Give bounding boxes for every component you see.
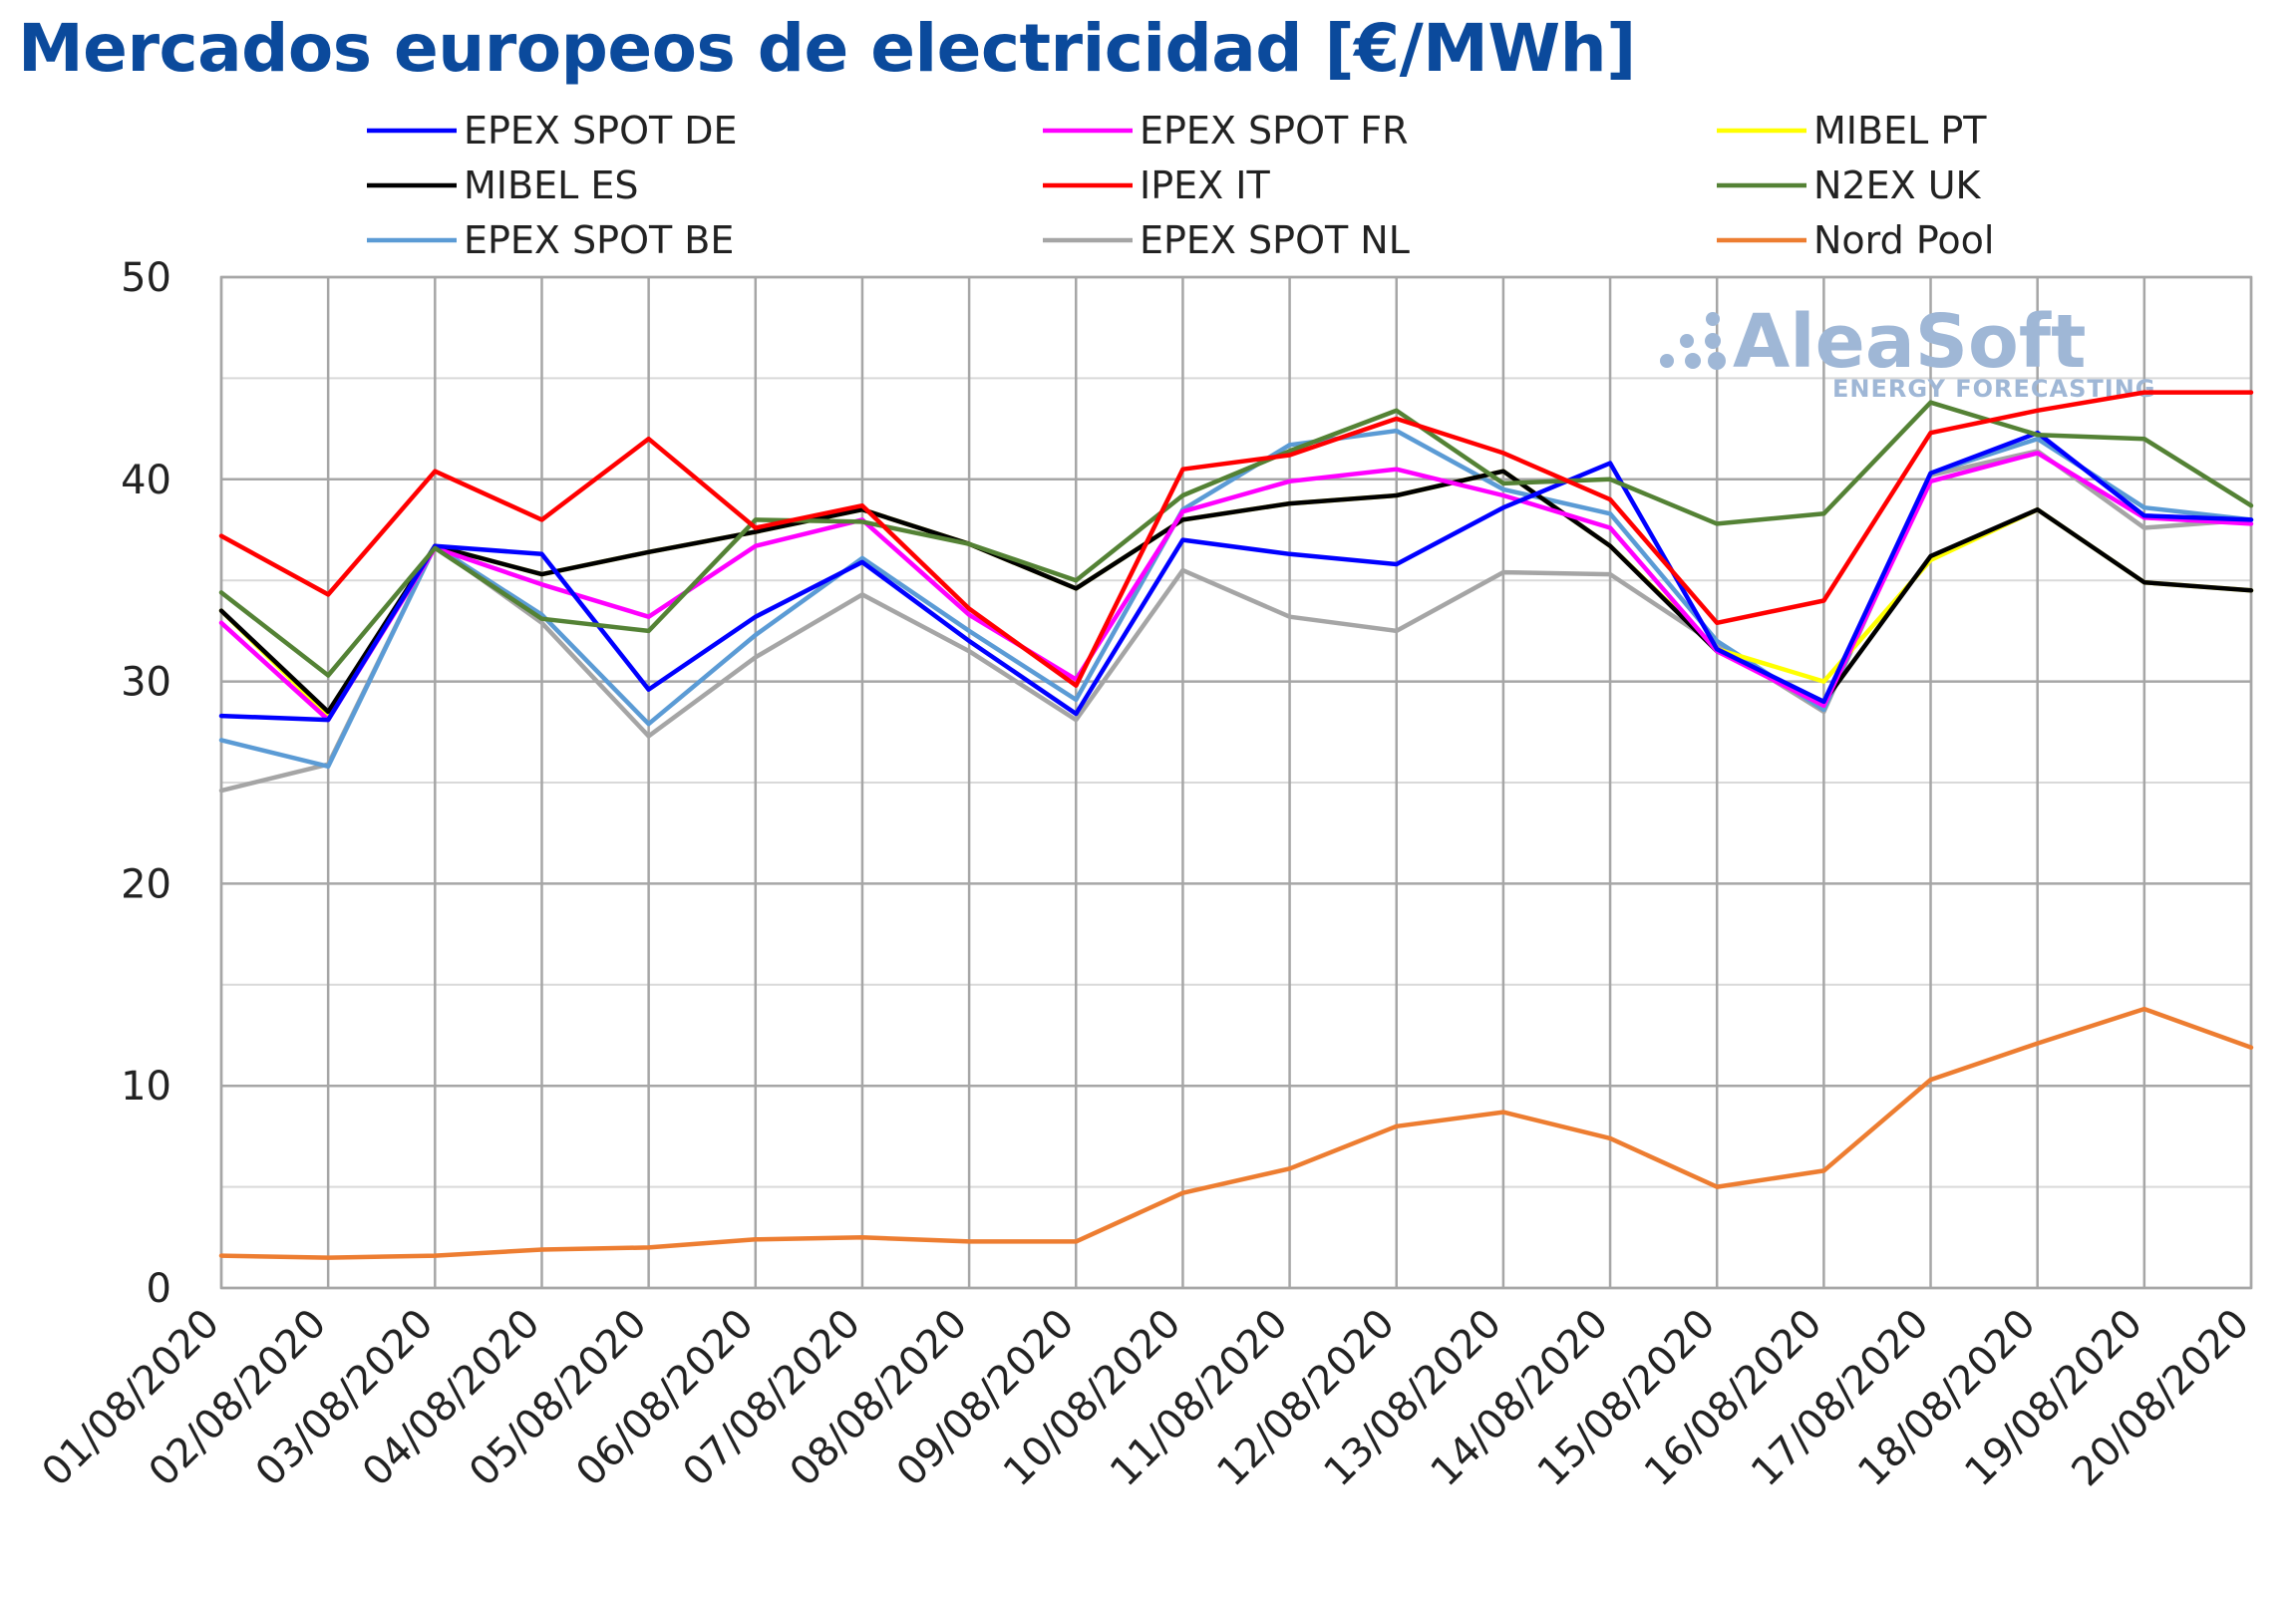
y-axis-ticks: 0 10 20 30 40 50 [121, 255, 171, 1312]
logo-dot [1680, 334, 1694, 348]
legend-label-epex-spot-de: EPEX SPOT DE [464, 109, 738, 153]
x-axis-ticks: 01/08/202002/08/202003/08/202004/08/2020… [34, 1301, 2259, 1496]
series-epex-spot-de [218, 430, 2254, 723]
logo-dot [1660, 354, 1674, 368]
watermark-brand: AleaSoft [1733, 299, 2086, 385]
y-tick-label: 0 [147, 1266, 171, 1312]
y-tick-label: 40 [121, 458, 171, 503]
logo-dot [1685, 353, 1701, 369]
legend-label-ipex-it: IPEX IT [1140, 163, 1270, 207]
legend-label-epex-spot-nl: EPEX SPOT NL [1140, 218, 1410, 262]
legend-label-mibel-es: MIBEL ES [464, 163, 638, 207]
legend: EPEX SPOT DE EPEX SPOT FR MIBEL PT MIBEL ES… [367, 109, 1994, 262]
logo-dot [1706, 312, 1720, 326]
y-tick-label: 10 [121, 1064, 171, 1110]
chart-grid [219, 275, 2253, 1290]
series-mibel-es [218, 469, 2254, 715]
y-tick-label: 20 [121, 861, 171, 907]
y-tick-label: 30 [121, 660, 171, 706]
series-lines [218, 390, 2254, 1260]
y-tick-label: 50 [121, 255, 171, 301]
logo-dot [1708, 352, 1726, 370]
series-epex-spot-nl [218, 449, 2254, 794]
series-ipex-it [218, 390, 2254, 688]
legend-label-nord-pool: Nord Pool [1813, 218, 1994, 262]
legend-label-epex-spot-fr: EPEX SPOT FR [1140, 109, 1409, 153]
legend-label-mibel-pt: MIBEL PT [1813, 109, 1987, 153]
series-n2ex-uk [218, 400, 2254, 678]
plot-area-border [219, 275, 2253, 1290]
aleasoft-watermark: AleaSoft ENERGY FORECASTING [1660, 299, 2155, 403]
chart-title: Mercados europeos de electricidad [€/MWh… [18, 10, 1636, 87]
legend-label-epex-spot-be: EPEX SPOT BE [464, 218, 734, 262]
series-epex-spot-be [218, 428, 2254, 770]
series-epex-spot-fr [218, 451, 2254, 723]
legend-label-n2ex-uk: N2EX UK [1813, 163, 1982, 207]
series-nord-pool [218, 1006, 2254, 1260]
logo-dot [1705, 333, 1721, 349]
aleasoft-logo-icon [1660, 312, 1726, 370]
